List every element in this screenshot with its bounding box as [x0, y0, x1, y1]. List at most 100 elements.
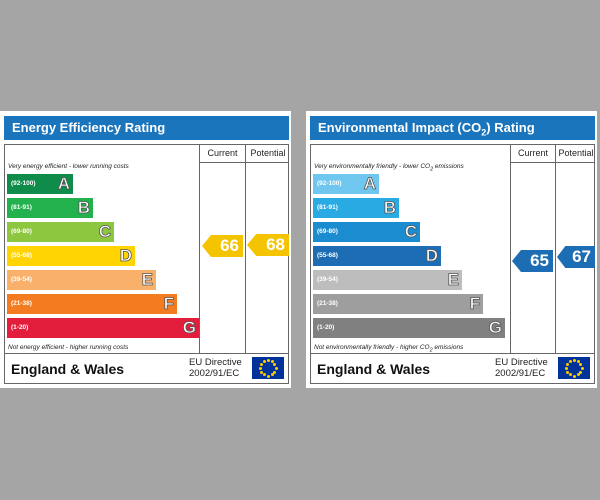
band-a: (92-100) A — [7, 174, 73, 194]
band-range: (39-54) — [317, 276, 338, 283]
eu-directive: EU Directive 2002/91/EC — [495, 357, 548, 379]
region-label: England & Wales — [11, 361, 125, 377]
band-letter: E — [447, 270, 459, 289]
star-icon — [258, 366, 262, 370]
band-range: (55-68) — [317, 252, 338, 259]
eu-flag-icon — [252, 357, 284, 379]
environmental-impact-panel: Environmental Impact (CO2) Rating Curren… — [306, 111, 597, 388]
star-icon — [565, 370, 569, 374]
top-note-text: Very environmentally friendly - lower CO — [314, 163, 431, 170]
current-rating-arrow: 66 — [202, 235, 243, 257]
header-divider — [510, 162, 594, 163]
environmental-impact-title: Environmental Impact (CO2) Rating — [310, 116, 595, 140]
band-range: (21-38) — [317, 300, 338, 307]
star-icon — [568, 373, 572, 377]
star-icon — [262, 359, 266, 363]
current-column-header: Current — [517, 148, 548, 158]
energy-efficiency-title: Energy Efficiency Rating — [4, 116, 289, 140]
star-icon — [270, 359, 274, 363]
star-icon — [568, 359, 572, 363]
band-d: (55-68) D — [313, 246, 441, 266]
band-letter: D — [425, 246, 438, 265]
band-e: (39-54) E — [313, 270, 462, 290]
band-b: (81-91) B — [7, 198, 93, 218]
band-f: (21-38) F — [7, 294, 177, 314]
band-range: (69-80) — [317, 228, 338, 235]
energy-efficiency-panel: Energy Efficiency Rating Current Potenti… — [0, 111, 291, 388]
current-column-header: Current — [207, 148, 238, 158]
star-icon — [273, 362, 277, 366]
environmental-impact-chart: Current Potential Very environmentally f… — [310, 144, 595, 354]
bottom-note: Not environmentally friendly - higher CO… — [314, 344, 463, 353]
star-icon — [576, 359, 580, 363]
band-letter: G — [182, 318, 196, 337]
star-icon — [259, 370, 263, 374]
directive-line1: EU Directive — [495, 357, 548, 368]
bottom-note-subscript: 2 — [429, 347, 433, 354]
band-g: (1-20) G — [7, 318, 199, 338]
band-range: (39-54) — [11, 276, 32, 283]
star-icon — [580, 366, 584, 370]
region-label: England & Wales — [317, 361, 431, 377]
star-icon — [572, 374, 576, 378]
band-a: (92-100) A — [313, 174, 379, 194]
footer: England & Wales EU Directive 2002/91/EC — [4, 354, 289, 384]
star-icon — [579, 370, 583, 374]
potential-rating-arrow: 67 — [557, 246, 595, 268]
directive-line2: 2002/91/EC — [189, 368, 240, 379]
top-note: Very energy efficient - lower running co… — [8, 163, 129, 170]
star-icon — [565, 362, 569, 366]
band-range: (81-91) — [317, 204, 338, 211]
band-range: (1-20) — [11, 324, 29, 331]
band-letter: D — [119, 246, 132, 265]
footer: England & Wales EU Directive 2002/91/EC — [310, 354, 595, 384]
band-range: (55-68) — [11, 252, 32, 259]
band-letter: A — [57, 174, 70, 193]
band-range: (69-80) — [11, 228, 32, 235]
band-letter: F — [163, 294, 174, 313]
star-icon — [270, 373, 274, 377]
potential-column-header: Potential — [558, 148, 594, 158]
star-icon — [579, 362, 583, 366]
band-range: (1-20) — [317, 324, 335, 331]
title-subscript: 2 — [481, 127, 487, 138]
column-divider — [245, 145, 246, 353]
band-range: (21-38) — [11, 300, 32, 307]
star-icon — [572, 358, 576, 362]
directive-line2: 2002/91/EC — [495, 368, 546, 379]
band-letter: B — [77, 198, 90, 217]
band-b: (81-91) B — [313, 198, 399, 218]
band-letter: C — [404, 222, 417, 241]
energy-efficiency-chart: Current Potential Very energy efficient … — [4, 144, 289, 354]
band-range: (81-91) — [11, 204, 32, 211]
top-note-subscript: 2 — [430, 166, 434, 173]
star-icon — [266, 358, 270, 362]
potential-column-header: Potential — [250, 148, 286, 158]
current-rating-arrow: 65 — [512, 250, 553, 272]
star-icon — [576, 373, 580, 377]
band-letter: G — [488, 318, 502, 337]
potential-rating-arrow: 68 — [247, 234, 289, 256]
eu-flag-icon — [558, 357, 590, 379]
band-letter: B — [383, 198, 396, 217]
top-note: Very environmentally friendly - lower CO… — [314, 163, 464, 172]
header-divider — [199, 162, 288, 163]
band-c: (69-80) C — [7, 222, 114, 242]
column-divider — [555, 145, 556, 353]
column-divider — [199, 145, 200, 353]
bottom-note-text: Not environmentally friendly - higher CO — [314, 344, 430, 351]
title-text: Environmental Impact (CO — [318, 120, 482, 135]
star-icon — [262, 373, 266, 377]
bottom-note: Not energy efficient - higher running co… — [8, 344, 129, 351]
bottom-note-text-end: emissions — [432, 344, 464, 351]
band-range: (92-100) — [11, 180, 36, 187]
band-range: (92-100) — [317, 180, 342, 187]
star-icon — [273, 370, 277, 374]
top-note-text-end: emissions — [433, 163, 464, 170]
star-icon — [564, 366, 568, 370]
band-d: (55-68) D — [7, 246, 135, 266]
eu-directive: EU Directive 2002/91/EC — [189, 357, 242, 379]
column-divider — [510, 145, 511, 353]
star-icon — [259, 362, 263, 366]
star-icon — [274, 366, 278, 370]
